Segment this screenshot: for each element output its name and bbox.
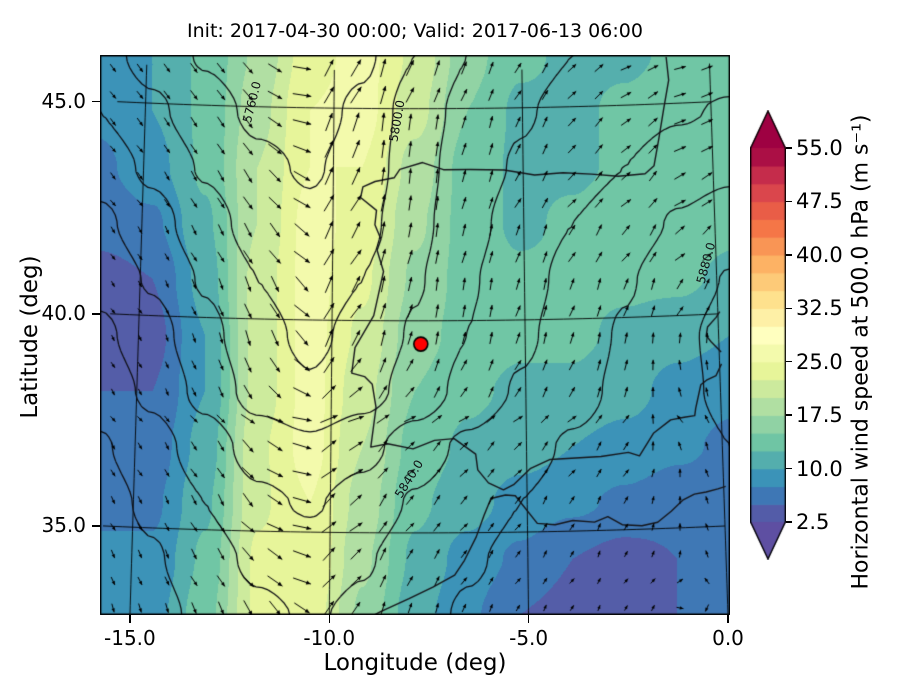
y-tick-label: 40.0	[41, 300, 86, 325]
y-axis-label: Latitude (deg)	[17, 255, 43, 419]
x-axis-label: Longitude (deg)	[323, 650, 507, 676]
map-plot: 5760.0 5800.0 5840.0 5880.0	[100, 55, 730, 615]
y-tick-mark	[92, 313, 100, 315]
colorbar-tick-mark	[786, 467, 792, 470]
colorbar-tick-label: 10.0	[796, 456, 843, 481]
colorbar-tick-label: 47.5	[796, 189, 843, 214]
colorbar-tick-mark	[786, 307, 792, 310]
colorbar-tick-label: 17.5	[796, 403, 843, 428]
colorbar-tick-mark	[786, 360, 792, 363]
y-tick-mark	[92, 525, 100, 527]
colorbar-tick-label: 2.5	[796, 510, 830, 534]
y-tick-mark	[92, 100, 100, 103]
colorbar-tick-label: 40.0	[796, 242, 843, 267]
colorbar-tick-mark	[786, 254, 792, 256]
y-tick-label: 35.0	[41, 512, 86, 537]
x-tick-mark	[129, 615, 131, 623]
plot-title: Init: 2017-04-30 00:00; Valid: 2017-06-1…	[187, 20, 643, 42]
colorbar-canvas	[750, 110, 786, 560]
x-tick-mark	[727, 615, 729, 623]
colorbar-tick-label: 25.0	[796, 349, 843, 374]
colorbar-label: Horizontal wind speed at 500.0 hPa (m s⁻…	[848, 114, 874, 590]
colorbar-tick-label: 32.5	[796, 296, 843, 321]
colorbar-tick-mark	[786, 147, 792, 149]
x-tick-mark	[328, 615, 331, 623]
colorbar-tick-mark	[786, 200, 792, 203]
colorbar	[750, 110, 786, 564]
colorbar-tick-mark	[786, 521, 792, 523]
colorbar-tick-mark	[786, 414, 792, 416]
x-tick-label: -5.0	[509, 626, 549, 650]
x-tick-label: 0.0	[712, 626, 744, 650]
x-tick-label: -10.0	[303, 626, 356, 650]
colorbar-tick-label: 55.0	[796, 136, 843, 160]
x-tick-label: -15.0	[104, 626, 156, 650]
y-tick-label: 45.0	[41, 88, 86, 113]
wind-map-canvas	[100, 55, 730, 615]
x-tick-mark	[527, 615, 530, 623]
